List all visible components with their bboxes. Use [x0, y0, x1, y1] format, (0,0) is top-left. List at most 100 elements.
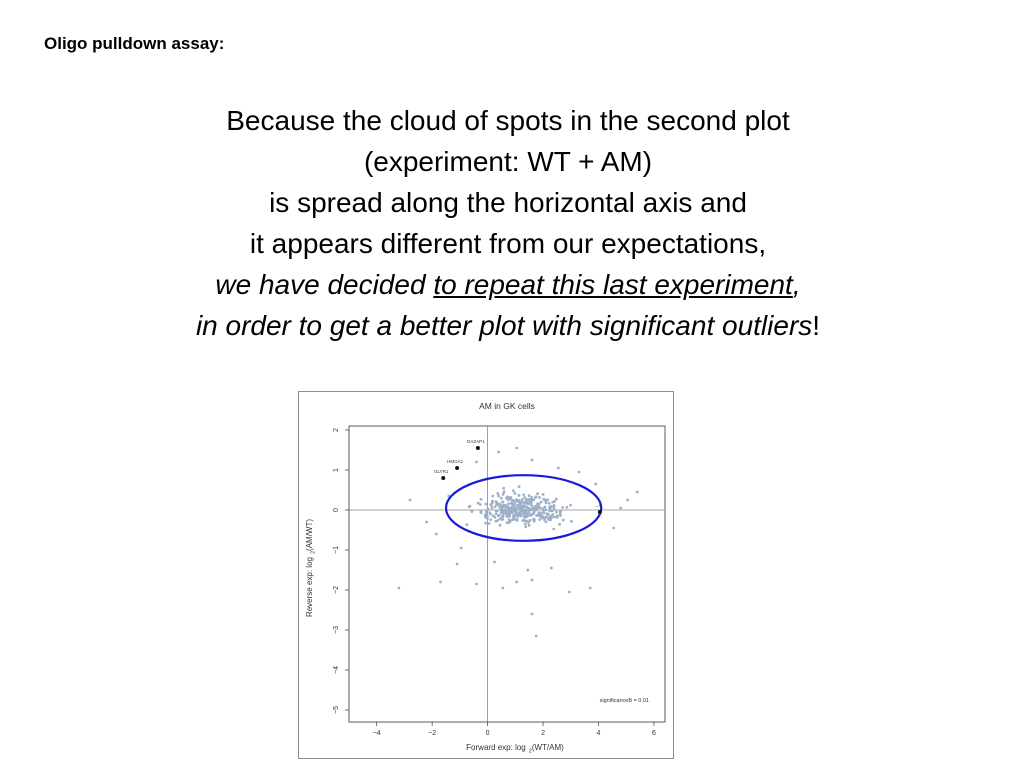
cluster-point: [527, 510, 531, 514]
cluster-point: [512, 518, 516, 521]
cluster-point: [552, 505, 556, 508]
labeled-point-label: ...A: [594, 503, 601, 508]
outlier-point: [577, 470, 581, 474]
cluster-point: [527, 523, 531, 527]
cluster-point: [496, 492, 500, 495]
outlier-point: [459, 546, 463, 550]
outlier-point: [434, 532, 438, 536]
cluster-point: [479, 510, 483, 513]
outlier-point: [626, 498, 629, 502]
cluster-point: [552, 507, 556, 511]
body-line-4: it appears different from our expectatio…: [249, 228, 767, 259]
cluster-point: [485, 517, 489, 520]
x-tick-label: 4: [597, 730, 601, 737]
body-line-3: is spread along the horizontal axis and: [269, 187, 747, 218]
cluster-point: [515, 504, 519, 507]
cluster-point: [523, 496, 527, 499]
body-text: Because the cloud of spots in the second…: [0, 100, 1016, 346]
cluster-point: [489, 503, 493, 506]
cluster-point: [524, 498, 528, 502]
cluster-point: [543, 516, 547, 520]
cluster-point: [538, 506, 542, 510]
cluster-point: [509, 501, 513, 505]
labeled-point-label: HMGA1: [447, 459, 464, 464]
y-tick-label: 1: [333, 468, 340, 472]
chart-title: AM in GK cells: [479, 401, 535, 411]
cluster-point: [544, 501, 548, 505]
cluster-point: [548, 506, 552, 510]
cluster-point: [541, 510, 545, 514]
cluster-point: [545, 512, 549, 515]
body-line-5-a: we have decided: [215, 269, 434, 300]
outlier-point: [567, 590, 571, 594]
outlier-point: [530, 578, 534, 582]
outlier-point: [408, 498, 412, 502]
outlier-point: [397, 586, 401, 590]
cluster-point: [561, 518, 565, 522]
cluster-point: [527, 520, 530, 524]
outlier-point: [501, 586, 505, 590]
cluster-point: [550, 516, 553, 520]
cluster-point: [531, 508, 535, 512]
cluster-point: [558, 522, 561, 526]
cluster-point: [514, 509, 518, 513]
cluster-point: [546, 498, 549, 502]
cluster-point: [538, 518, 542, 522]
outlier-point: [549, 566, 553, 570]
y-tick-label: −2: [333, 586, 340, 594]
cluster-point: [516, 500, 520, 503]
cluster-point: [506, 502, 510, 506]
x-tick-label: 6: [652, 730, 656, 737]
cluster-point: [511, 489, 515, 493]
cluster-point: [500, 515, 504, 519]
cluster-point: [538, 496, 541, 499]
cluster-point: [513, 502, 517, 505]
cluster-point: [490, 506, 494, 510]
cluster-point: [507, 509, 510, 513]
cluster-point: [505, 521, 509, 525]
cluster-point: [509, 510, 513, 514]
cluster-point: [494, 512, 498, 516]
cluster-point: [541, 507, 545, 511]
body-line-5-c: ,: [792, 269, 801, 300]
y-tick-label: −3: [333, 626, 340, 634]
scatter-figure: AM in GK cells Forward exp: log 2(WT/AM) …: [298, 391, 674, 759]
labeled-point: [597, 510, 602, 514]
cluster-point: [555, 515, 559, 519]
cluster-point: [512, 513, 516, 517]
cluster-point: [493, 516, 497, 519]
labeled-point: [455, 466, 460, 470]
cluster-point: [500, 507, 503, 511]
cluster-point: [501, 492, 505, 496]
outlier-point: [594, 482, 598, 486]
outlier-point: [493, 560, 496, 564]
cluster-point: [553, 515, 556, 519]
cluster-point: [539, 500, 543, 504]
cluster-point: [552, 527, 556, 531]
body-line-6-a: in order to get a better plot with signi…: [195, 310, 813, 341]
cluster-point: [515, 517, 519, 521]
y-tick-label: −5: [333, 706, 340, 714]
cluster-point: [530, 503, 533, 507]
cluster-point: [517, 494, 521, 497]
labeled-point: [475, 446, 480, 450]
cluster-point: [558, 510, 562, 514]
cluster-point: [484, 521, 488, 525]
cluster-point: [500, 518, 504, 522]
cluster-point: [520, 508, 524, 512]
cluster-point: [484, 510, 488, 514]
cluster-point: [570, 519, 573, 523]
cluster-point: [525, 500, 528, 504]
cluster-point: [491, 514, 495, 518]
body-line-6: in order to get a better plot with signi…: [0, 305, 1016, 346]
cluster-point: [517, 485, 521, 488]
cluster-point: [522, 504, 526, 507]
cluster-point: [502, 505, 506, 508]
cluster-point: [527, 494, 531, 497]
cluster-point: [538, 514, 541, 518]
cluster-point: [496, 514, 500, 518]
cluster-point: [523, 513, 527, 517]
x-axis-label-sub: 2: [529, 749, 532, 755]
cluster-point: [532, 498, 535, 502]
cluster-point: [479, 497, 483, 501]
